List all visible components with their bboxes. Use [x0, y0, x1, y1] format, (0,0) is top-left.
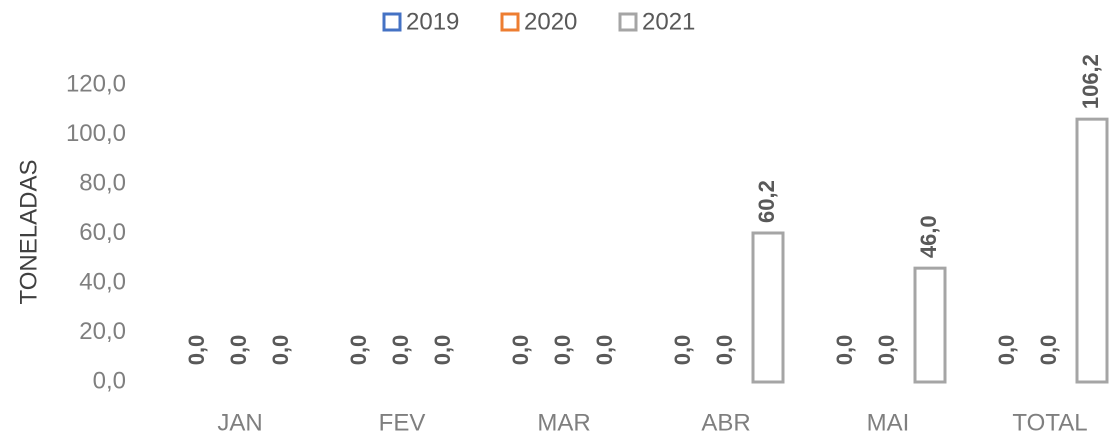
- data-label: 0,0: [346, 335, 371, 366]
- y-tick-label: 60,0: [79, 219, 126, 246]
- data-label: 0,0: [670, 335, 695, 366]
- y-tick-label: 0,0: [93, 367, 126, 394]
- x-tick-label: ABR: [701, 409, 750, 436]
- x-tick-label: MAR: [537, 409, 590, 436]
- x-tick-label: TOTAL: [1012, 409, 1087, 436]
- data-label: 60,2: [754, 180, 779, 223]
- y-tick-label: 40,0: [79, 268, 126, 295]
- data-label: 0,0: [832, 335, 857, 366]
- legend-swatch: [500, 12, 520, 32]
- x-tick-label: JAN: [217, 409, 262, 436]
- data-label: 0,0: [184, 335, 209, 366]
- data-label: 0,0: [874, 335, 899, 366]
- data-label: 0,0: [388, 335, 413, 366]
- data-label: 0,0: [268, 335, 293, 366]
- legend-label: 2019: [406, 8, 459, 35]
- y-tick-label: 80,0: [79, 169, 126, 196]
- x-tick-label: FEV: [379, 409, 426, 436]
- data-label: 106,2: [1078, 54, 1103, 109]
- data-label: 0,0: [508, 335, 533, 366]
- y-axis-title: TONELADAS: [15, 160, 42, 305]
- legend-label: 2021: [642, 8, 695, 35]
- x-tick-label: MAI: [867, 409, 910, 436]
- legend-label: 2020: [524, 8, 577, 35]
- legend-swatch: [382, 12, 402, 32]
- bar: [751, 231, 785, 384]
- data-label: 0,0: [592, 335, 617, 366]
- y-tick-label: 120,0: [66, 70, 126, 97]
- data-label: 0,0: [430, 335, 455, 366]
- data-label: 0,0: [1036, 335, 1061, 366]
- bar: [1075, 117, 1109, 384]
- y-tick-label: 100,0: [66, 120, 126, 147]
- legend-swatch: [618, 12, 638, 32]
- y-tick-label: 20,0: [79, 318, 126, 345]
- data-label: 46,0: [916, 215, 941, 258]
- data-label: 0,0: [994, 335, 1019, 366]
- bar: [913, 266, 947, 384]
- data-label: 0,0: [550, 335, 575, 366]
- data-label: 0,0: [712, 335, 737, 366]
- data-label: 0,0: [226, 335, 251, 366]
